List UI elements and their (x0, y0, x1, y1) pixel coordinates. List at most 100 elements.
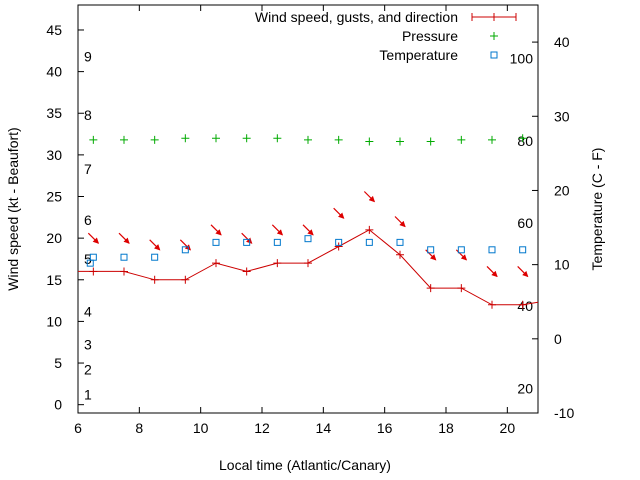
pressure-point (426, 137, 435, 146)
legend-label: Pressure (402, 28, 458, 44)
wind-speed-point (89, 267, 98, 276)
temperature-point (304, 235, 312, 243)
beaufort-label: 9 (84, 49, 92, 65)
wind-direction-arrow (271, 224, 284, 236)
x-tick-label: 14 (316, 420, 332, 436)
y2-tick-label: 20 (554, 182, 570, 198)
y-tick-label: 35 (46, 105, 62, 121)
wind-speed-point (273, 259, 282, 268)
legend-swatch-marker (490, 32, 498, 40)
temperature-point (212, 238, 220, 246)
y2-tick-label: 0 (554, 331, 562, 347)
pressure-point (457, 135, 466, 144)
y-tick-label: 25 (46, 189, 62, 205)
y-tick-label: 0 (54, 397, 62, 413)
legend-swatch-ends (471, 13, 517, 21)
pressure-point (212, 134, 220, 143)
y-tick-label: 20 (46, 230, 62, 246)
fahrenheit-label: 80 (517, 133, 533, 149)
pressure-point (273, 134, 282, 143)
beaufort-label: 8 (84, 107, 92, 123)
y2-tick-label: -10 (554, 405, 574, 421)
temperature-point (488, 246, 496, 254)
wind-speed-point (488, 300, 496, 309)
wind-speed-line (78, 229, 539, 306)
wind-speed-point (426, 284, 435, 293)
wind-direction-arrow (87, 232, 100, 244)
temperature-point (335, 238, 343, 246)
temperature-point (457, 246, 465, 254)
y-tick-label: 30 (46, 147, 62, 163)
pressure-point (242, 134, 251, 143)
wind-speed-point (518, 300, 527, 309)
pressure-point (334, 135, 343, 144)
wind-speed-point (334, 242, 343, 251)
pressure-point (304, 135, 312, 144)
pressure-point (488, 135, 496, 144)
x-tick-label: 20 (500, 420, 516, 436)
wind-speed-point (396, 250, 404, 259)
fahrenheit-label: 20 (517, 381, 533, 397)
temperature-point (151, 253, 159, 261)
wind-speed-point (120, 267, 128, 276)
fahrenheit-label: 100 (510, 50, 534, 66)
temperature-point (427, 246, 435, 254)
beaufort-label: 3 (84, 337, 92, 353)
legend-label: Temperature (379, 47, 458, 63)
pressure-point (150, 135, 159, 144)
pressure-point (181, 134, 190, 143)
legend-swatch-marker (490, 51, 498, 59)
y-axis-label: Wind speed (kt - Beaufort) (5, 127, 21, 290)
beaufort-label: 7 (84, 161, 92, 177)
beaufort-label: 4 (84, 303, 92, 319)
pressure-point (120, 135, 128, 144)
wind-direction-arrow (333, 207, 345, 219)
series-layer (78, 134, 539, 309)
legend-swatch-marker (490, 13, 498, 21)
temperature-point (89, 253, 97, 261)
beaufort-label: 1 (84, 387, 92, 403)
pressure-point (518, 134, 527, 143)
temperature-point (181, 246, 189, 254)
y2-tick-label: 10 (554, 257, 570, 273)
wind-speed-point (150, 275, 159, 284)
x-tick-label: 12 (254, 420, 270, 436)
pressure-point (89, 135, 98, 144)
y-tick-label: 45 (46, 22, 62, 38)
axis-ticks: 6 8 10 12 14 16 18 20051015202530354045-1001020… (46, 5, 574, 436)
wind-direction-arrow (149, 239, 161, 251)
y-tick-label: 40 (46, 64, 62, 80)
x-tick-label: 6 (74, 420, 82, 436)
wind-direction-arrow (517, 266, 529, 278)
y-tick-label: 15 (46, 272, 62, 288)
temperature-point (243, 238, 251, 246)
x-tick-label: 8 (135, 420, 143, 436)
wind-speed-point (365, 225, 374, 234)
temperature-point (273, 238, 281, 246)
pressure-point (365, 137, 374, 146)
fahrenheit-label: 60 (517, 215, 533, 231)
y-tick-label: 10 (46, 313, 62, 329)
wind-speed-point (304, 259, 312, 268)
x-axis-label: Local time (Atlantic/Canary) (219, 457, 391, 473)
fahrenheit-label: 40 (517, 298, 533, 314)
wind-speed-point (242, 267, 251, 276)
wind-direction-arrow (394, 216, 406, 228)
temperature-point (396, 238, 404, 246)
x-tick-label: 16 (377, 420, 393, 436)
y-tick-label: 5 (54, 355, 62, 371)
pressure-point (396, 137, 404, 146)
temperature-point (120, 253, 128, 261)
y2-axis-label: Temperature (C - F) (589, 148, 605, 271)
temperature-point (365, 238, 373, 246)
wind-speed-point (457, 284, 466, 293)
beaufort-label: 2 (84, 362, 92, 378)
temperature-point (519, 246, 527, 254)
x-tick-label: 18 (438, 420, 454, 436)
legend: Wind speed, gusts, and direction Pressure… (255, 9, 517, 63)
wind-direction-arrow (210, 224, 222, 236)
beaufort-label: 5 (84, 251, 92, 267)
y2-tick-label: 30 (554, 108, 570, 124)
beaufort-label: 6 (84, 212, 92, 228)
